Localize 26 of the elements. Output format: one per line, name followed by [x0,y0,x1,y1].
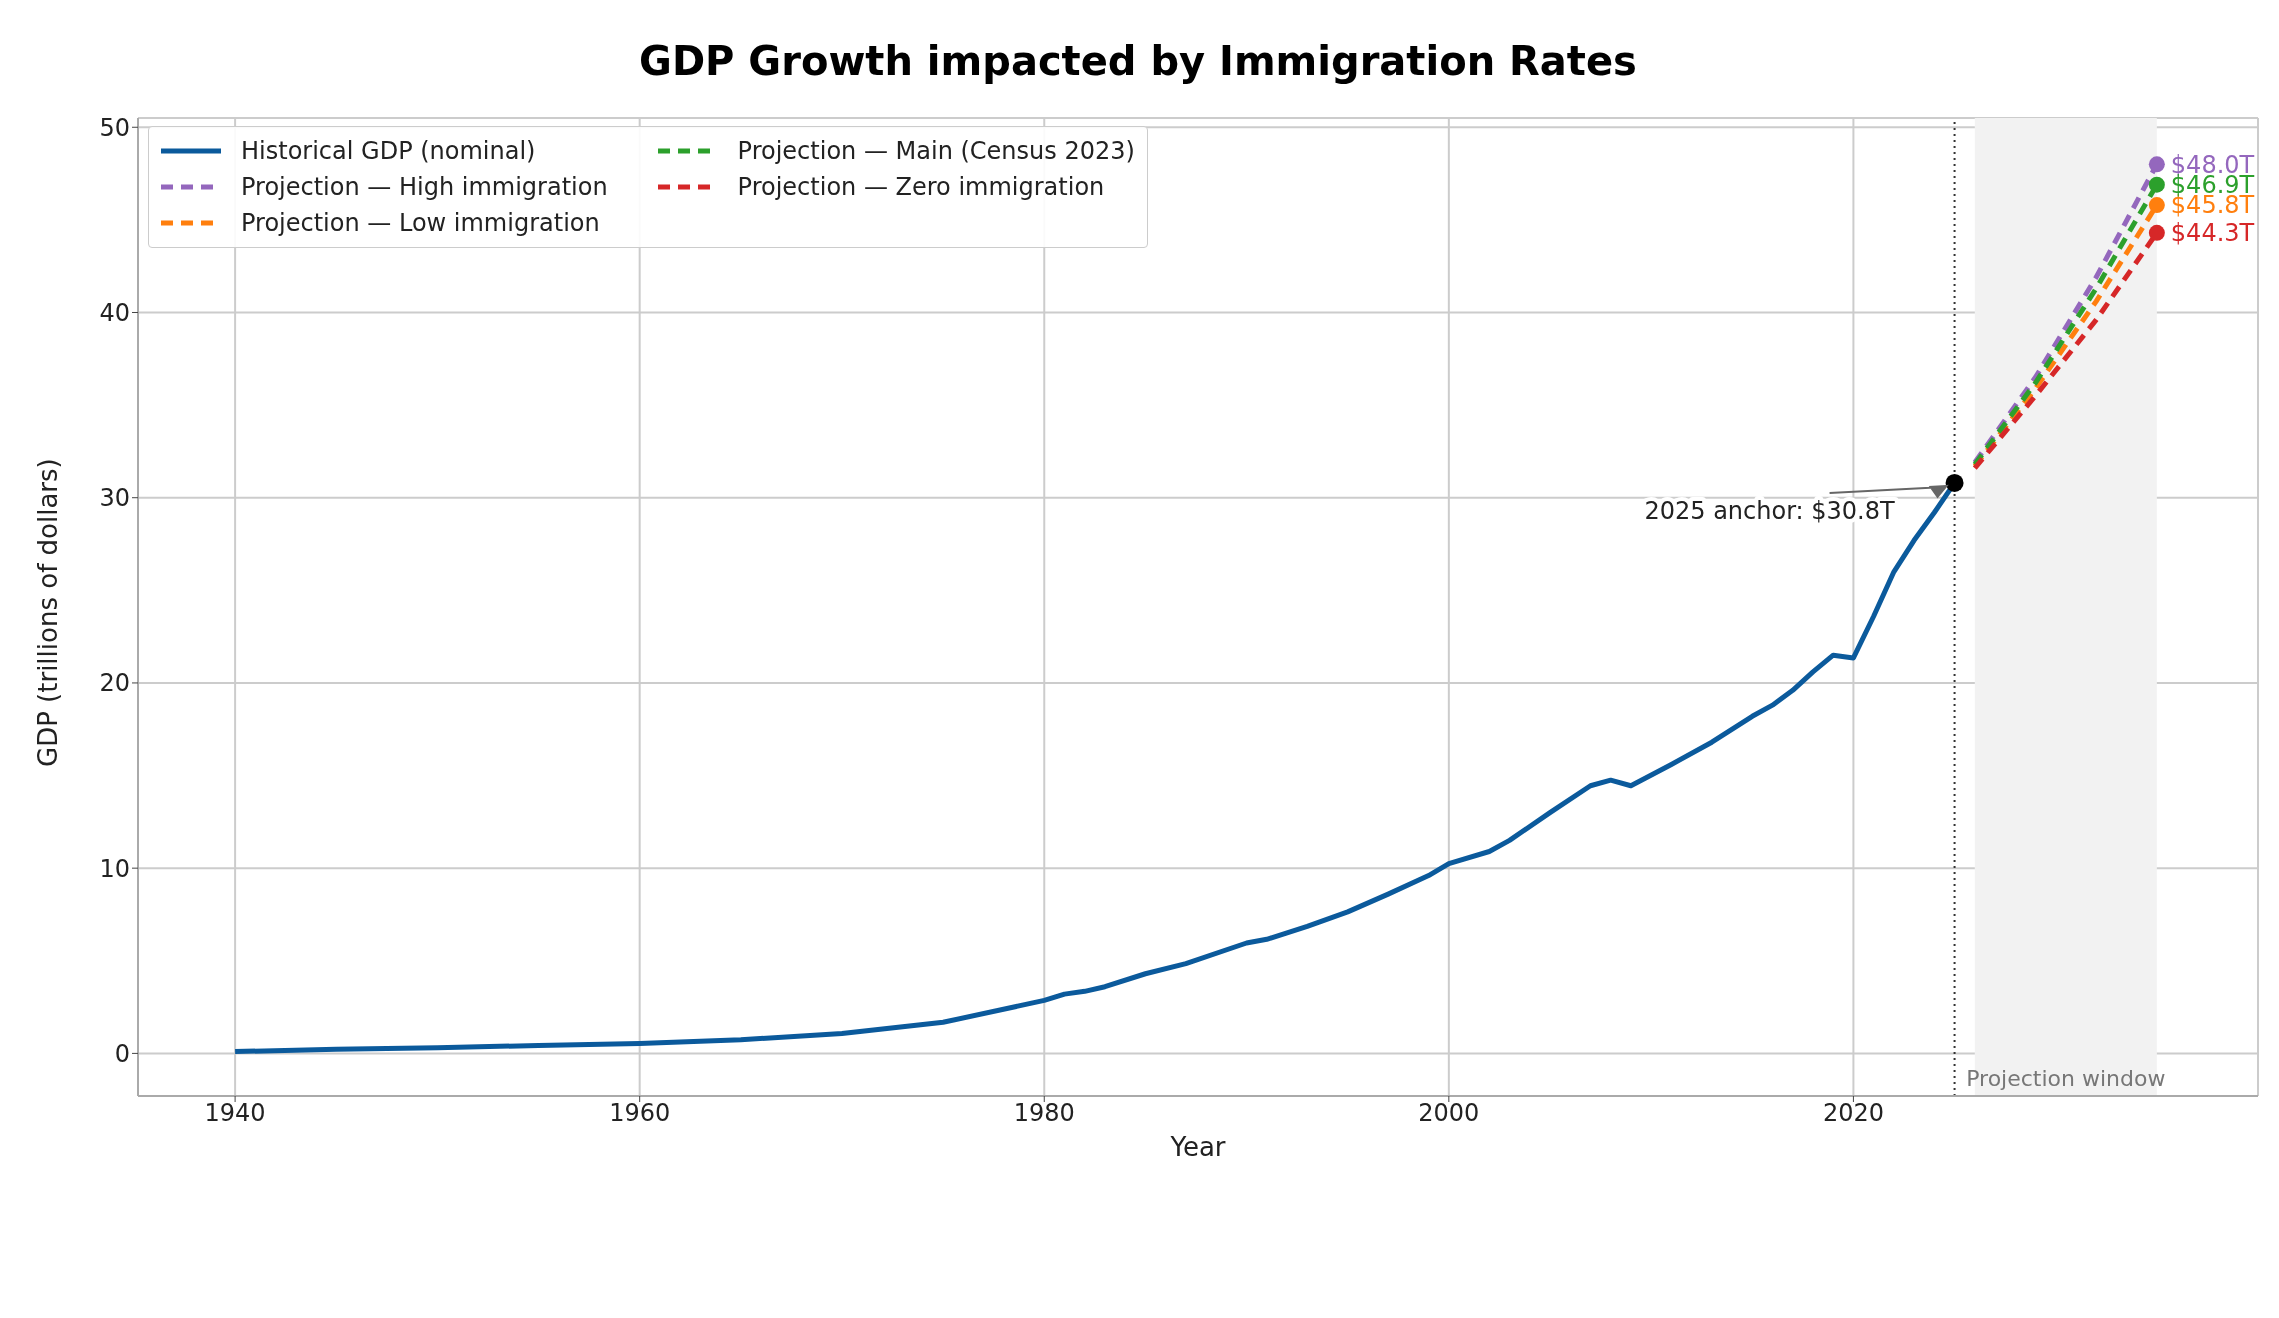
x-tick-label: 2000 [1418,1099,1480,1128]
annotation: 2025 anchor: $30.8T [1644,497,1896,526]
point [2148,176,2165,193]
x-tick-label: 1940 [204,1099,266,1128]
y-tick-label: 20 [99,669,130,698]
legend-label: Projection — Zero immigration [737,173,1105,201]
point [2148,156,2165,173]
x-tick-label: 1980 [1013,1099,1075,1128]
y-tick-label: 30 [99,484,130,513]
chart-title: GDP Growth impacted by Immigration Rates [638,37,1638,86]
legend-label: Projection — Low immigration [241,209,600,237]
legend-label: Historical GDP (nominal) [241,137,536,165]
x-tick-label: 1960 [609,1099,671,1128]
x-tick-label: 2020 [1822,1099,1884,1128]
point [2148,224,2165,241]
data-label: $44.3T [2170,219,2255,248]
x-axis-title: Year [1169,1132,1226,1162]
band-label: Projection window [1966,1066,2166,1091]
y-tick-label: 10 [99,854,130,883]
point [2148,197,2165,214]
y-tick-label: 0 [114,1039,130,1068]
y-axis-title: GDP (trillions of dollars) [33,458,64,767]
legend-label: Projection — Main (Census 2023) [737,137,1135,165]
legend-label: Projection — High immigration [241,173,608,201]
y-tick-label: 50 [99,113,130,142]
y-tick-label: 40 [99,299,130,328]
